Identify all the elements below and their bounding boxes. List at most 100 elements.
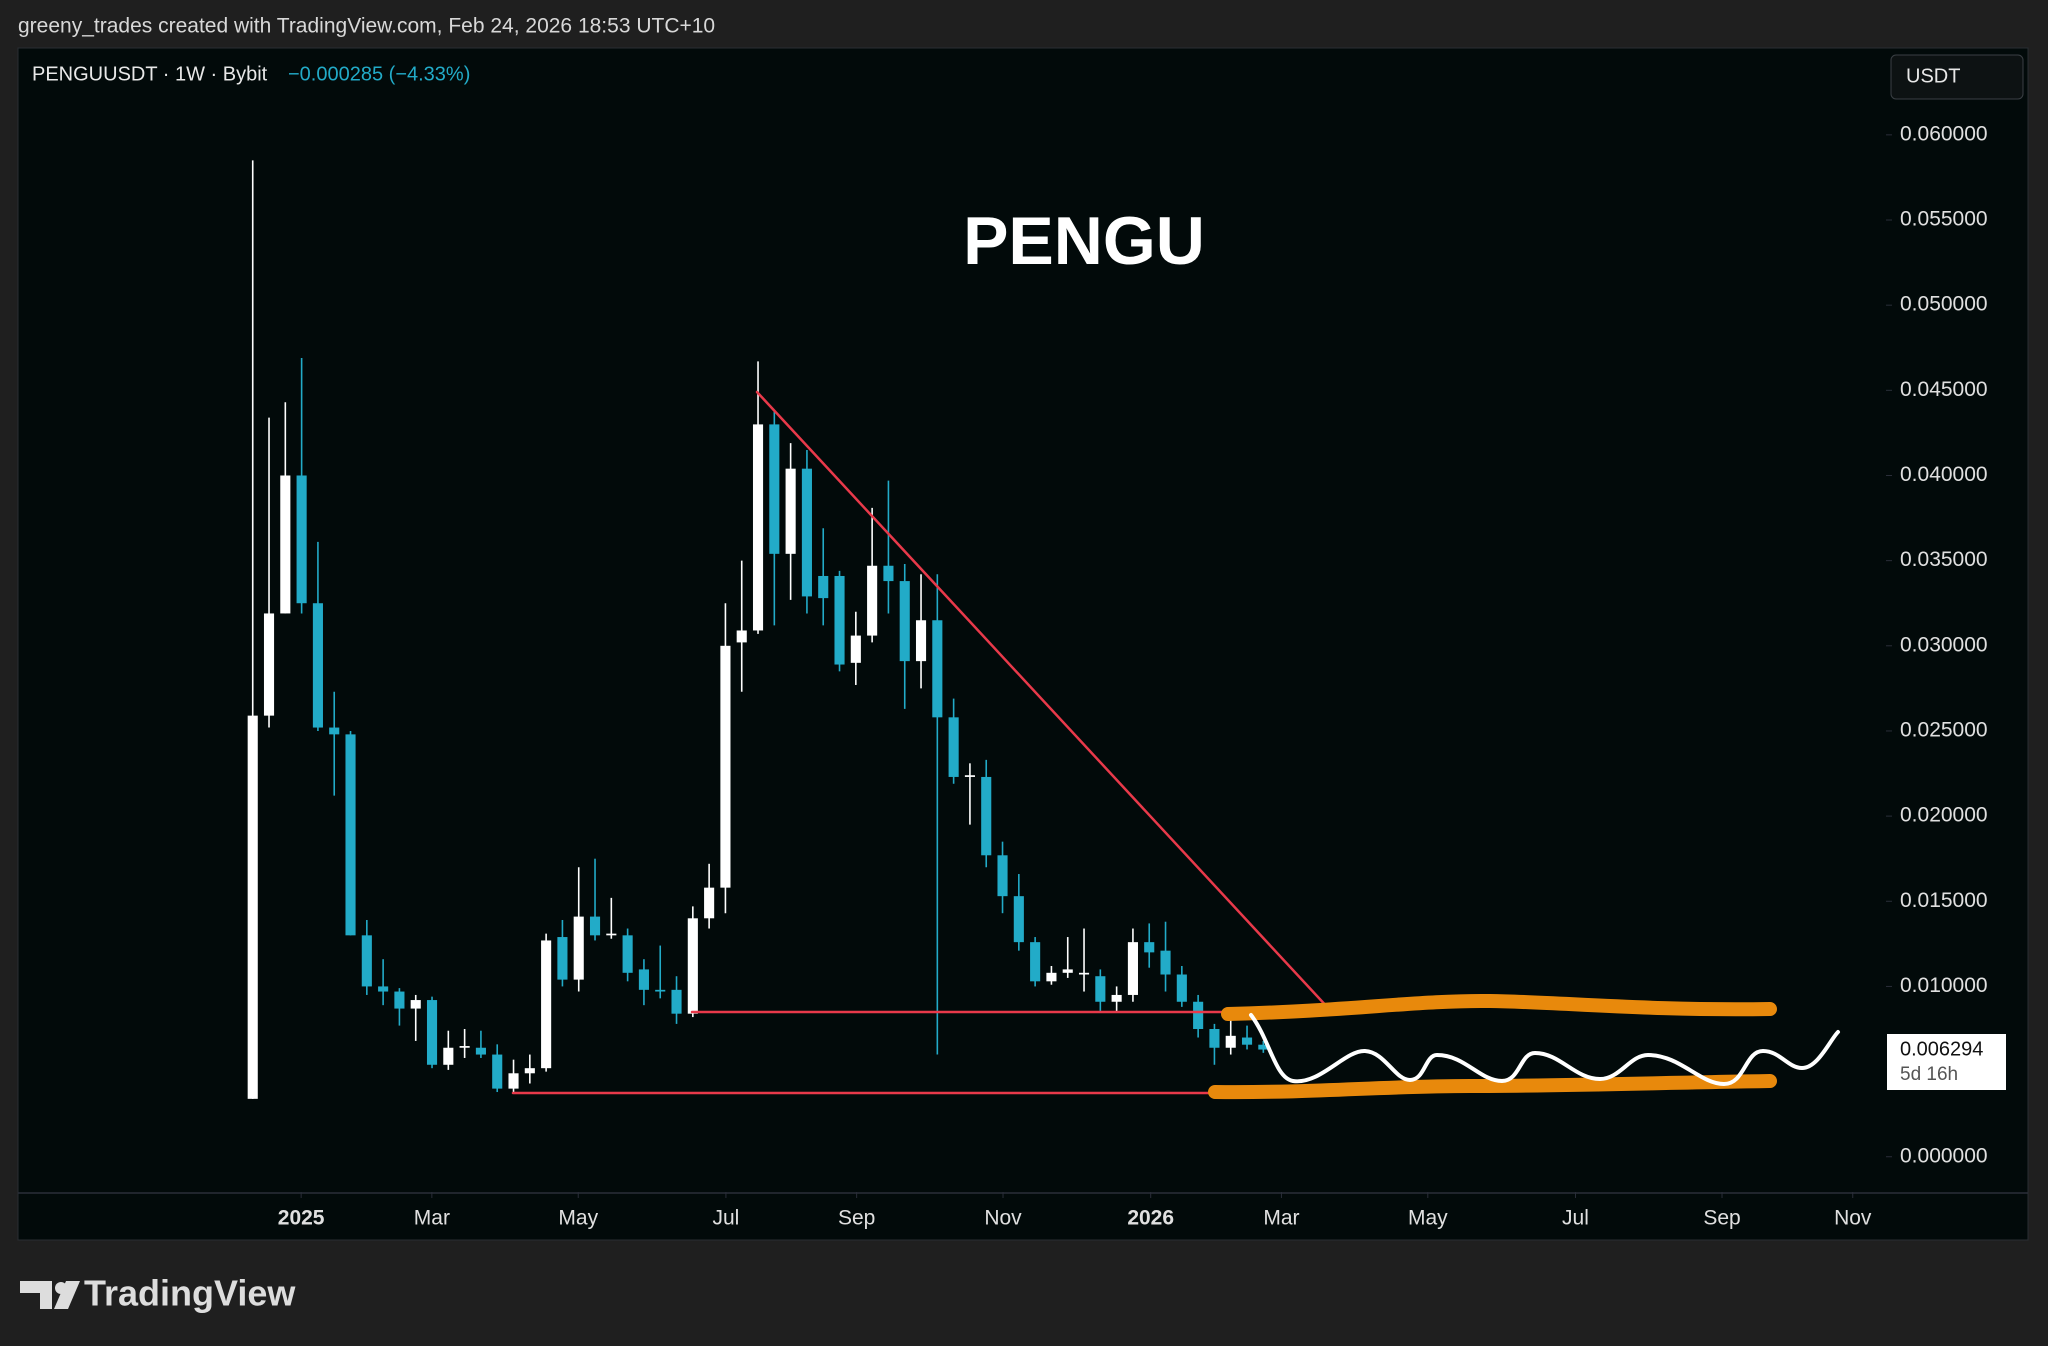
candle-body <box>785 468 796 554</box>
axes: 0.000000 0.010000 0.015000 0.020000 0.025000… <box>278 122 1988 1229</box>
x-tick-label: Mar <box>1263 1207 1299 1230</box>
candle-body <box>769 424 780 554</box>
candle-body <box>410 1000 421 1009</box>
candle-body <box>1046 972 1057 982</box>
logo-text: TradingView <box>84 1273 296 1314</box>
x-tick-label: Sep <box>838 1207 875 1230</box>
attribution: greeny_trades created with TradingView.c… <box>18 15 715 38</box>
candle-body <box>508 1073 519 1089</box>
y-tick-label: 0.010000 <box>1900 974 1988 997</box>
candle-body <box>687 918 698 1014</box>
candle-body <box>1078 972 1090 975</box>
candle-body <box>1258 1044 1269 1050</box>
x-tick-label: 2026 <box>1127 1207 1174 1230</box>
x-tick-label: Jul <box>1562 1207 1589 1230</box>
candle-body <box>834 575 845 665</box>
last-price: 0.006294 <box>1900 1038 1983 1060</box>
candle-body <box>1144 942 1155 953</box>
y-tick-label: 0.060000 <box>1900 122 1988 145</box>
candle-body <box>818 575 829 599</box>
candle-body <box>1127 942 1138 995</box>
drawings <box>511 390 1840 1100</box>
candle-body <box>1241 1037 1253 1045</box>
candle-body <box>671 989 682 1014</box>
y-tick-label: 0.050000 <box>1900 293 1988 316</box>
candle-body <box>557 937 568 980</box>
trend-line <box>755 390 1332 1012</box>
candle-body <box>1030 942 1041 982</box>
last-price-box <box>1887 1034 2006 1090</box>
candle-body <box>329 727 340 735</box>
candle-body <box>1062 969 1073 973</box>
currency-label: USDT <box>1906 65 1960 87</box>
candle-body <box>1111 994 1122 1002</box>
candle-body <box>312 603 323 728</box>
candle-body <box>850 635 861 663</box>
candle-body <box>606 933 617 936</box>
candle-body <box>883 565 894 582</box>
x-tick-label: 2025 <box>278 1207 325 1230</box>
x-tick-label: Nov <box>984 1207 1022 1230</box>
y-tick-label: 0.040000 <box>1900 463 1988 486</box>
candle-body <box>263 613 275 716</box>
y-tick-label: 0.035000 <box>1900 548 1988 571</box>
x-tick-label: Sep <box>1703 1207 1740 1230</box>
candle-body <box>704 887 715 919</box>
candle-body <box>426 1000 438 1065</box>
candle-body <box>345 734 356 936</box>
candle-body <box>459 1046 470 1048</box>
candle-body <box>1193 1001 1204 1030</box>
y-tick-label: 0.055000 <box>1900 208 1988 231</box>
candle-body <box>1013 896 1024 943</box>
candle-body <box>801 468 812 597</box>
x-tick-label: Jul <box>712 1207 739 1230</box>
range-bottom-band <box>1208 1074 1777 1100</box>
projection-path <box>1249 1013 1840 1086</box>
candle-body <box>443 1047 454 1065</box>
x-tick-label: Nov <box>1834 1207 1872 1230</box>
candle-body <box>948 717 959 777</box>
candle-body <box>1176 974 1187 1002</box>
candle-body <box>622 935 633 973</box>
candle-body <box>736 630 747 643</box>
candle-body <box>361 935 372 987</box>
candle-body <box>1095 976 1106 1002</box>
candle-body <box>589 916 601 936</box>
countdown: 5d 16h <box>1900 1064 1958 1085</box>
x-tick-label: May <box>1408 1207 1448 1230</box>
candle-body <box>867 565 878 636</box>
currency-button[interactable] <box>1890 54 2024 100</box>
candle-body <box>296 475 307 604</box>
y-tick-label: 0.020000 <box>1900 804 1988 827</box>
candle-body <box>524 1068 535 1074</box>
candle-body <box>655 989 666 992</box>
candle-body <box>1225 1035 1236 1048</box>
symbol-info: PENGUUSDT · 1W · Bybit <box>32 63 268 85</box>
y-tick-label: 0.025000 <box>1900 719 1988 742</box>
candle-body <box>394 991 405 1009</box>
candle-body <box>475 1047 486 1055</box>
candle-body <box>899 581 910 662</box>
candle-body <box>720 645 731 888</box>
y-tick-label: 0.000000 <box>1900 1144 1988 1167</box>
candle-body <box>752 424 764 631</box>
x-tick-label: May <box>558 1207 598 1230</box>
candle-body <box>915 620 927 662</box>
logo-mark <box>20 1281 52 1309</box>
x-tick-label: Mar <box>414 1207 450 1230</box>
candle-body <box>964 775 975 777</box>
y-tick-label: 0.030000 <box>1900 633 1988 656</box>
y-tick-label: 0.045000 <box>1900 378 1988 401</box>
candles <box>247 160 1269 1099</box>
candle-body <box>981 776 992 856</box>
price-change: −0.000285 (−4.33%) <box>288 63 470 85</box>
range-top-band <box>1221 993 1777 1021</box>
candle-body <box>247 715 258 1099</box>
candle-body <box>1209 1029 1220 1048</box>
logo-mark <box>54 1281 80 1309</box>
tradingview-logo <box>20 1281 80 1309</box>
y-tick-label: 0.015000 <box>1900 889 1988 912</box>
candle-body <box>997 855 1008 897</box>
